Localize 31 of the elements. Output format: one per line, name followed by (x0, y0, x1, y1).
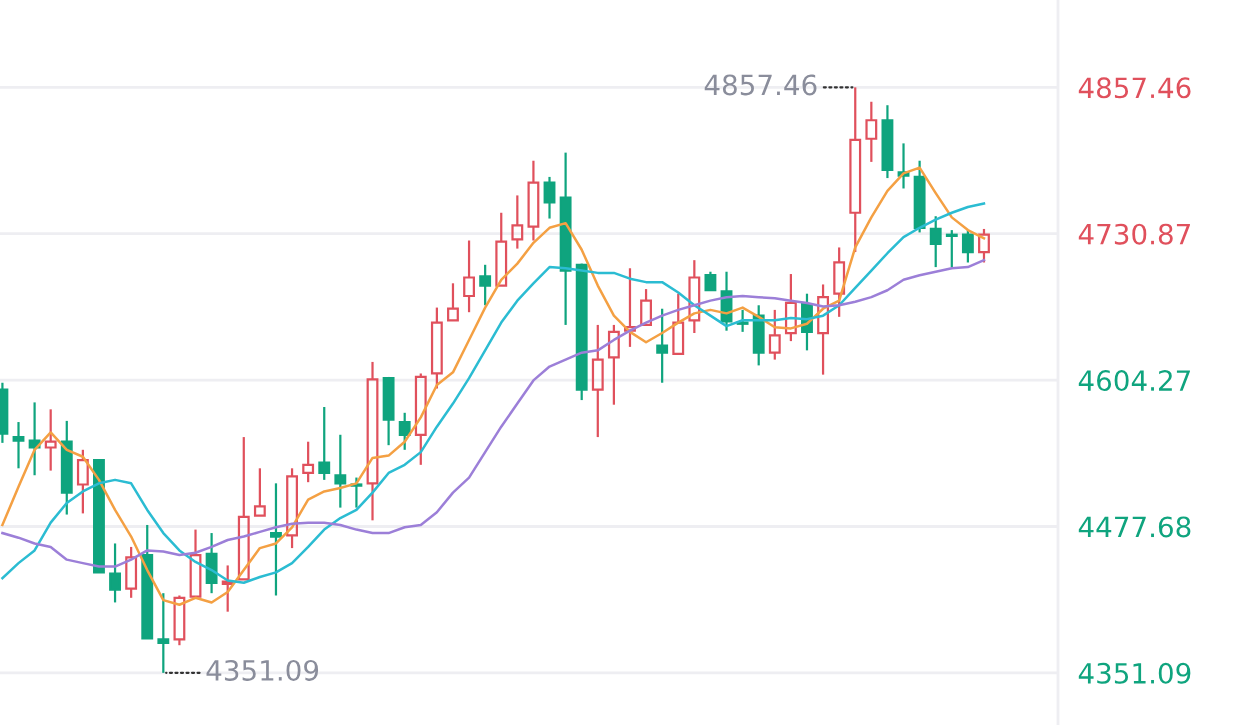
candlestick (157, 592, 170, 674)
candlestick (656, 307, 669, 384)
candlestick (173, 594, 186, 647)
candlestick (961, 228, 974, 264)
candlestick (318, 405, 331, 481)
candlestick (479, 263, 492, 307)
candlestick (543, 175, 556, 220)
candlestick (270, 482, 282, 597)
candlestick (334, 433, 347, 509)
candlestick (736, 308, 749, 333)
candlestick (591, 323, 604, 439)
candlestick (44, 408, 57, 472)
candlestick (527, 159, 540, 242)
candlestick (704, 270, 717, 292)
candlestick (109, 542, 121, 604)
candlestick (865, 100, 878, 163)
candlestick (12, 420, 25, 470)
y-tick-label: 4730.87 (1078, 223, 1190, 245)
candlestick (849, 86, 862, 254)
line-series (1, 258, 986, 568)
y-tick-label: 4604.27 (1078, 370, 1190, 392)
annotation: 4857.46 (704, 74, 817, 96)
y-tick-label: 4477.68 (1078, 516, 1191, 538)
candlestick (366, 360, 379, 522)
candlestick (929, 215, 942, 269)
annotation: 4351.09 (206, 659, 319, 681)
y-tick-label: 4351.09 (1078, 662, 1191, 684)
candlestick (945, 228, 958, 269)
candlestick (28, 401, 41, 477)
candlestick (398, 411, 411, 451)
y-tick-label: 4857.46 (1078, 77, 1191, 99)
